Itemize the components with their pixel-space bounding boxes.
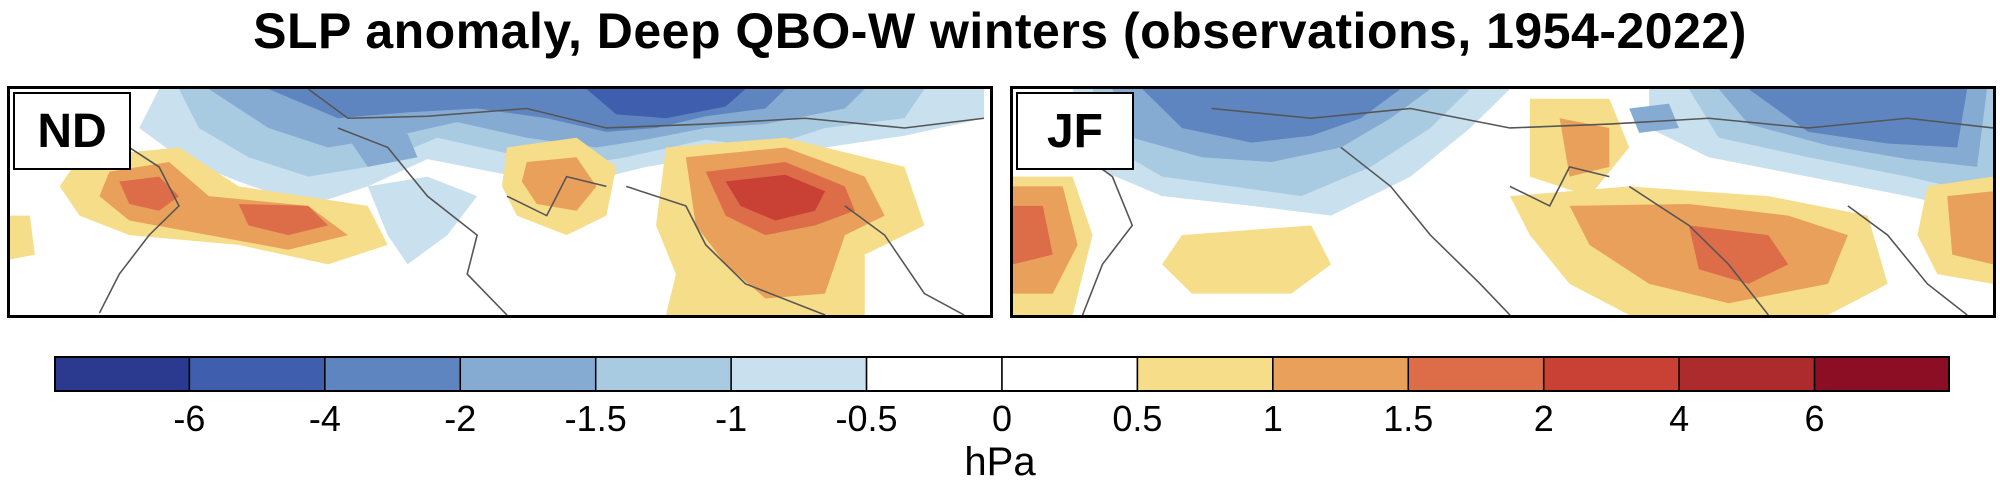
colorbar-tick-label: 1 [1262,398,1283,439]
map-panel-jf: JF [1010,86,1996,318]
colorbar-tick-label: -6 [173,398,206,439]
colorbar-segment [324,356,462,392]
colorbar-segment [188,356,326,392]
colorbar-segment [1813,356,1950,392]
colorbar-tick-label: -2 [444,398,477,439]
colorbar-tick-label: -1.5 [564,398,627,439]
colorbar-segment [54,356,191,392]
colorbar-segment [1407,356,1545,392]
colorbar-units-label: hPa [964,440,1036,484]
colorbar-tick-label: -0.5 [835,398,898,439]
slp-anomaly-map-nd [10,89,990,315]
colorbar-segment [1678,356,1816,392]
colorbar-segment [1001,356,1139,392]
colorbar-segment [594,356,732,392]
slp-anomaly-map-jf [1013,89,1993,315]
colorbar-segment [730,356,868,392]
colorbar-tick-label: 1.5 [1383,398,1434,439]
figure-title: SLP anomaly, Deep QBO-W winters (observa… [253,3,1747,59]
colorbar-segment [1542,356,1680,392]
colorbar [54,356,1950,392]
colorbar-tick-label: -4 [308,398,341,439]
colorbar-segment [865,356,1003,392]
panel-label-jf: JF [1016,92,1134,170]
colorbar-tick-label: 4 [1669,398,1690,439]
colorbar-tick-label: 6 [1804,398,1825,439]
colorbar-border [54,356,1950,392]
colorbar-tick-label: 0 [991,398,1013,439]
panel-label-nd: ND [13,92,131,170]
colorbar-tick-label: -1 [715,398,748,439]
colorbar-segment [1272,356,1410,392]
colorbar-tick-label: 2 [1533,398,1554,439]
colorbar-segment [459,356,597,392]
colorbar-tick-label: 0.5 [1112,398,1163,439]
map-panel-nd: ND [7,86,993,318]
colorbar-segment [1136,356,1274,392]
